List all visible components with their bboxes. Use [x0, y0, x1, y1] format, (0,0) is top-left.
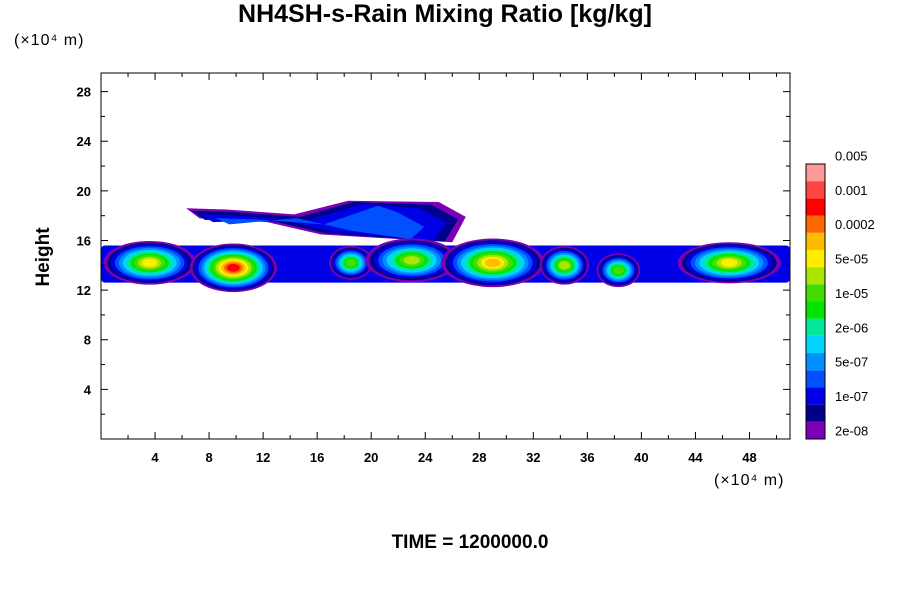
x-tick-label: 8 — [205, 450, 212, 465]
y-tick-label: 8 — [84, 333, 91, 348]
x-tick-label: 24 — [418, 450, 433, 465]
colorbar-label: 2e-08 — [835, 423, 868, 438]
cell-contour — [403, 256, 420, 265]
colorbar-label: 0.0002 — [835, 217, 875, 232]
colorbar-swatch — [806, 421, 825, 439]
colorbar-swatch — [806, 335, 825, 354]
x-axis-unit-label: (×10⁴ m) — [714, 472, 785, 489]
cell-contour — [485, 258, 501, 268]
colorbar-swatch — [806, 232, 825, 250]
colorbar-swatch — [806, 387, 825, 405]
colorbar-swatch — [806, 370, 825, 388]
y-tick-label: 4 — [84, 382, 92, 397]
colorbar-swatch — [806, 249, 825, 268]
cell-3 — [365, 238, 458, 283]
chart-title: NH4SH-s-Rain Mixing Ratio [kg/kg] — [238, 0, 652, 28]
cell-contour — [720, 258, 738, 267]
time-label: TIME = 1200000.0 — [391, 532, 549, 553]
colorbar-label: 1e-07 — [835, 389, 868, 404]
colorbar-label: 2e-06 — [835, 320, 868, 335]
x-tick-label: 40 — [634, 450, 648, 465]
y-tick-label: 28 — [77, 85, 91, 100]
colorbar-swatch — [806, 215, 825, 233]
colorbar: 2e-08 1e-07 5e-07 2e-06 1e-05 5e-05 0.0002 0.00… — [805, 148, 875, 440]
y-tick-label: 12 — [77, 283, 91, 298]
colorbar-swatch — [806, 267, 825, 285]
colorbar-swatch — [806, 404, 825, 422]
x-tick-label: 16 — [310, 450, 324, 465]
cell-6 — [596, 253, 641, 288]
plot-frame — [100, 72, 791, 440]
x-tick-label: 28 — [472, 450, 486, 465]
cell-contour — [142, 258, 158, 267]
cell-contour — [226, 263, 240, 272]
x-tick-label: 12 — [256, 450, 270, 465]
colorbar-frame — [805, 163, 826, 440]
cell-2 — [329, 245, 373, 280]
plot-area — [101, 200, 790, 293]
cell-5 — [539, 245, 590, 285]
x-tick-label: 20 — [364, 450, 378, 465]
x-tick-label: 32 — [526, 450, 540, 465]
cell-1 — [189, 243, 277, 293]
colorbar-swatch — [806, 301, 825, 319]
colorbar-swatch — [806, 353, 825, 371]
x-tick-label: 44 — [688, 450, 703, 465]
y-tick-label: 20 — [77, 184, 91, 199]
colorbar-label: 0.001 — [835, 183, 868, 198]
y-tick-label: 16 — [77, 233, 91, 248]
colorbar-swatch — [806, 318, 825, 336]
field — [101, 200, 790, 293]
colorbar-label: 1e-05 — [835, 286, 868, 301]
x-tick-label: 48 — [742, 450, 756, 465]
y-axis-unit-label: (×10⁴ m) — [14, 32, 85, 49]
cell-7 — [677, 242, 781, 284]
colorbar-swatch — [806, 284, 825, 302]
cell-contour — [558, 261, 570, 270]
colorbar-swatch — [806, 164, 825, 182]
y-tick-label: 24 — [77, 134, 92, 149]
x-tick-label: 4 — [151, 450, 159, 465]
cell-0 — [103, 240, 196, 285]
cell-contour — [612, 266, 624, 275]
colorbar-label: 5e-05 — [835, 252, 868, 267]
colorbar-label: 0.005 — [835, 148, 868, 163]
colorbar-swatch — [806, 198, 825, 216]
anvil-layer-3 — [215, 205, 425, 240]
x-tick-label: 36 — [580, 450, 594, 465]
cell-4 — [441, 238, 545, 288]
cell-contour — [345, 258, 357, 267]
colorbar-label: 5e-07 — [835, 355, 868, 370]
colorbar-swatch — [806, 181, 825, 199]
